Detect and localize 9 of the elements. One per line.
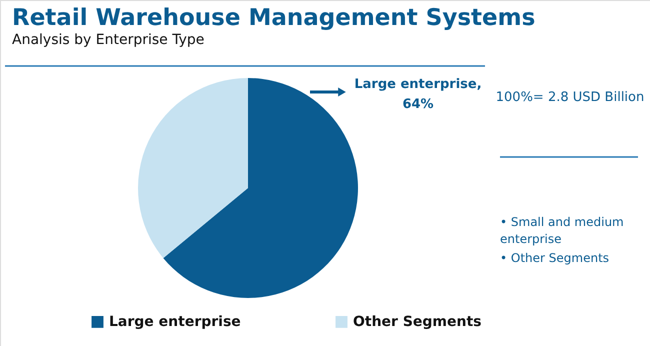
legend-label: Other Segments [353,314,482,330]
pie-slice [138,78,248,258]
text: 100%= 2.8 USD Billion [496,90,644,105]
legend-label: Large enterprise [109,314,241,330]
chart-title: Retail Warehouse Management Systems [12,5,536,31]
data-label: Large enterprise, 64% [354,77,482,112]
text: • Small and medium enterprise [500,215,624,246]
chart-subtitle: Analysis by Enterprise Type [12,32,204,48]
text: • Other Segments [500,251,610,265]
